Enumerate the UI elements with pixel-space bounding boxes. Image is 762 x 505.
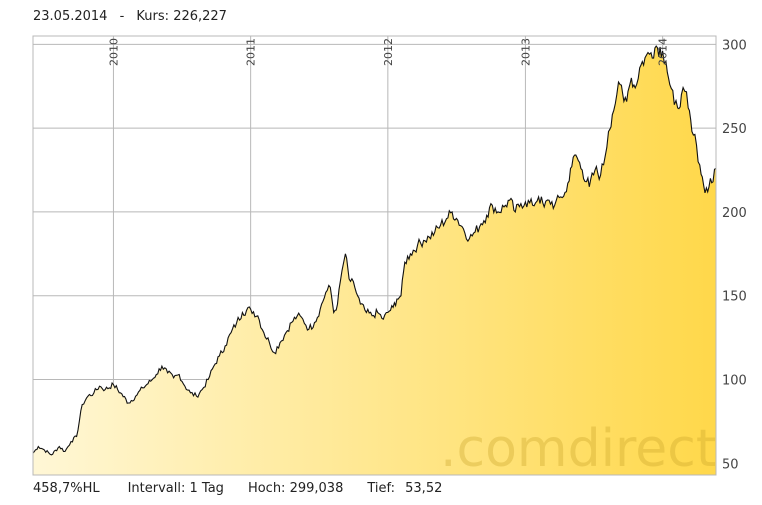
header-separator: - xyxy=(119,9,125,24)
interval-label: Intervall: xyxy=(127,481,186,496)
y-axis-ticks: 50 100 150 200 250 300 xyxy=(722,38,747,472)
price-area-fill xyxy=(33,46,716,475)
interval-value: 1 Tag xyxy=(189,481,224,496)
kurs-value: 226,227 xyxy=(173,9,227,24)
low-label: Tief: xyxy=(367,481,395,496)
performance-value: 458,7%HL xyxy=(33,481,100,496)
chart-header: 23.05.2014 - Kurs: 226,227 xyxy=(33,9,227,24)
x-tick-label: 2010 xyxy=(107,38,120,66)
low-value: 53,52 xyxy=(405,481,443,496)
y-tick-label: 150 xyxy=(722,290,747,305)
y-tick-label: 300 xyxy=(722,38,747,53)
quote-date: 23.05.2014 xyxy=(33,9,108,24)
y-tick-label: 100 xyxy=(722,373,747,388)
x-tick-label: 2011 xyxy=(245,38,258,66)
x-tick-label: 2012 xyxy=(382,38,395,66)
x-axis-ticks: 2010 2011 2012 2013 2014 xyxy=(107,38,669,66)
low-info: Tief: 53,52 xyxy=(367,481,442,496)
plot-border xyxy=(32,35,717,476)
comdirect-watermark: .comdirect xyxy=(440,419,716,479)
kurs-label: Kurs: xyxy=(136,9,170,24)
price-line xyxy=(32,45,717,456)
high-label: Hoch: xyxy=(247,481,286,496)
high-value: 299,038 xyxy=(289,481,344,496)
chart-footer: 458,7%HL Intervall: 1 Tag Hoch: 299,038 … xyxy=(33,481,442,496)
y-tick-label: 200 xyxy=(722,206,747,221)
x-tick-label: 2014 xyxy=(657,38,670,66)
y-tick-label: 50 xyxy=(722,457,739,472)
y-tick-label: 250 xyxy=(722,122,747,137)
interval-info: Intervall: 1 Tag xyxy=(128,481,224,496)
high-info: Hoch: 299,038 xyxy=(248,481,343,496)
x-tick-label: 2013 xyxy=(519,38,532,66)
